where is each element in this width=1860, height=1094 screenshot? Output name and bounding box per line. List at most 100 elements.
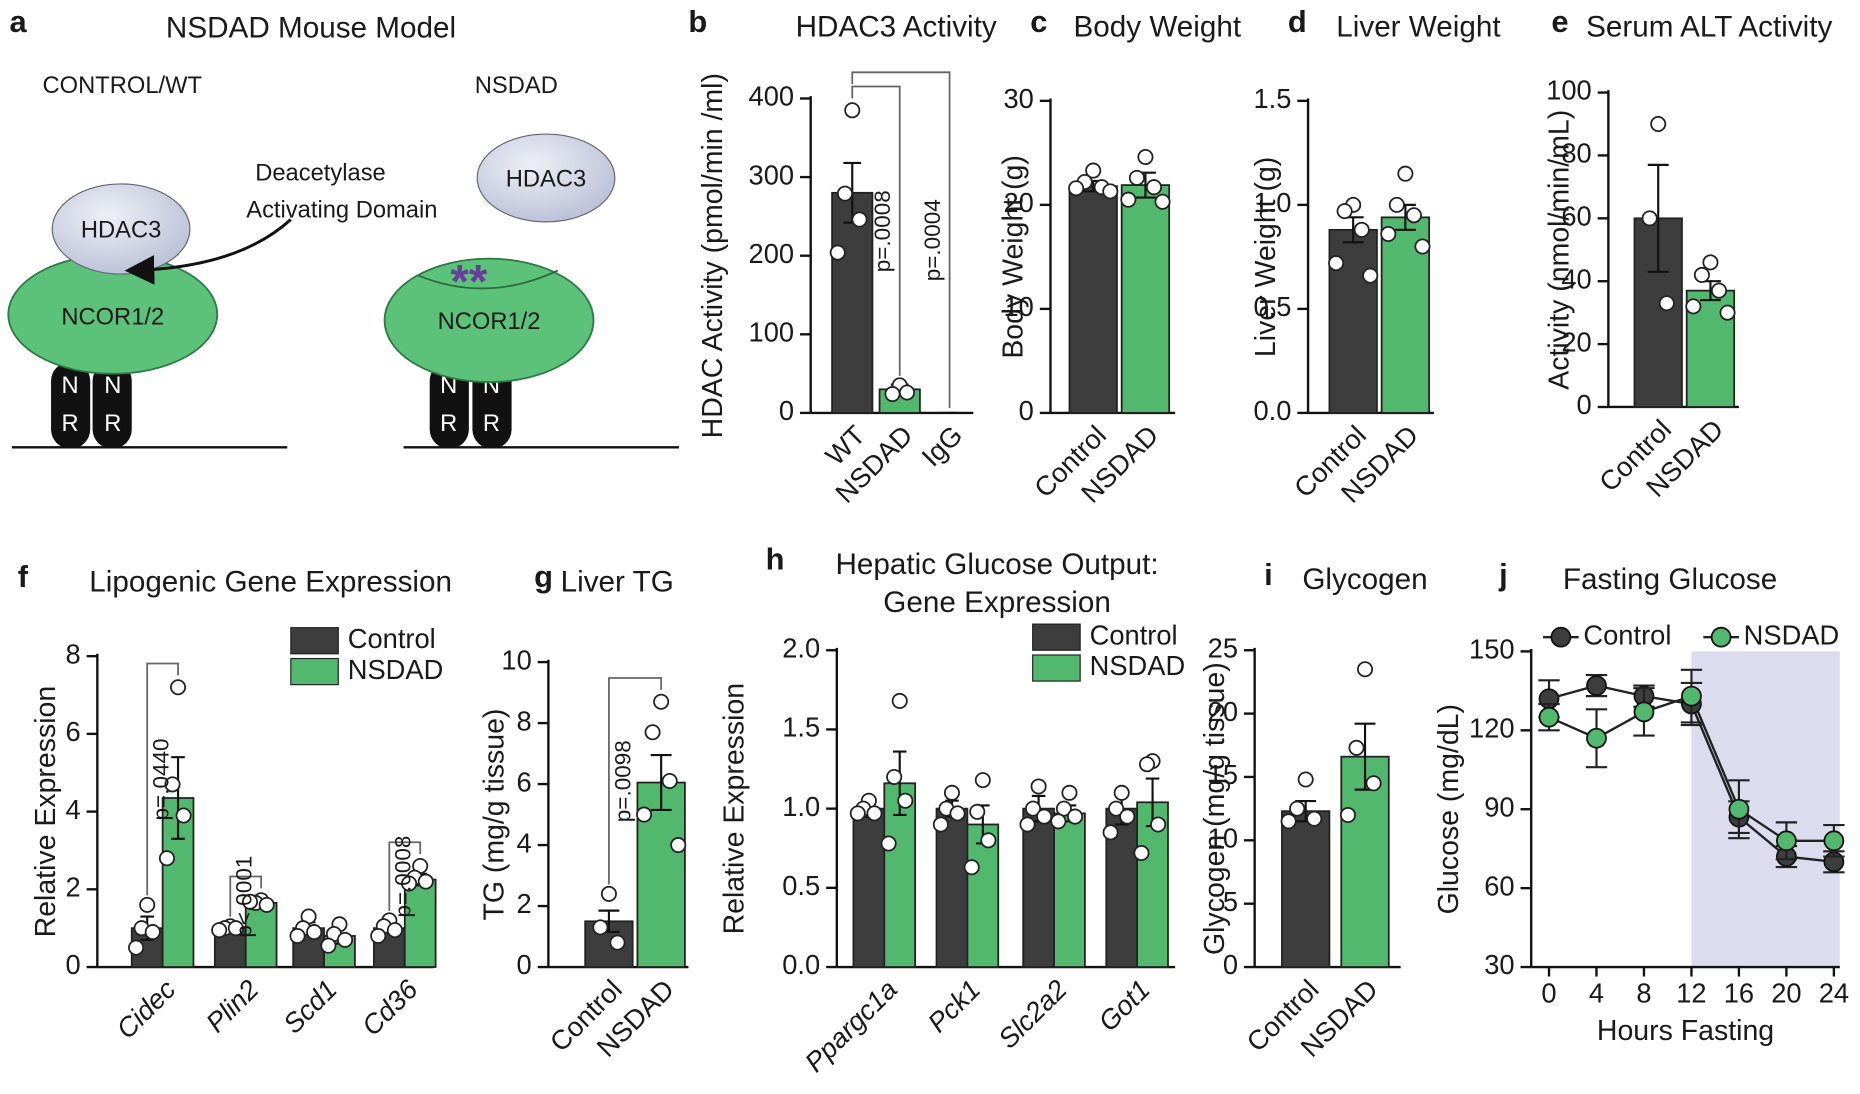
x-tick-label: 20: [1771, 978, 1801, 1009]
x-axis-label: Hours Fasting: [1597, 1015, 1774, 1047]
panel-letter: g: [534, 559, 553, 594]
diagram: a NSDAD Mouse Model CONTROL/WT NSDAD N R…: [7, 4, 679, 449]
data-point: [306, 924, 323, 941]
data-point: [417, 873, 434, 890]
receptor-letter: R: [104, 411, 121, 437]
y-axis-label: Body Weight (g): [997, 155, 1029, 359]
y-tick-label: 1.5: [1253, 83, 1291, 114]
data-point: [1150, 816, 1167, 833]
data-point: [258, 896, 275, 913]
y-tick-label: 15: [1208, 759, 1238, 790]
data-point: [1085, 162, 1102, 179]
legend-swatch: [1032, 623, 1081, 651]
marker: [1728, 798, 1750, 820]
data-point: [128, 939, 145, 956]
bar: [1022, 807, 1055, 968]
data-point: [337, 931, 354, 948]
data-point: [1145, 179, 1162, 196]
data-point: [1693, 266, 1710, 283]
data-point: [1068, 180, 1085, 197]
receptor: [92, 361, 132, 449]
data-point: [851, 211, 868, 228]
x-tick-label: Plin2: [200, 973, 265, 1038]
p-value: p=.0440: [149, 738, 174, 820]
y-tick-label: 30: [1484, 949, 1514, 980]
x-tick-label: 12: [1676, 978, 1706, 1009]
ncor-label: NCOR1/2: [438, 309, 541, 335]
legend-label: NSDAD: [1090, 650, 1186, 681]
bar: [852, 807, 886, 968]
ncor: [383, 257, 595, 383]
y-tick-label: 20: [1561, 326, 1591, 357]
data-point: [144, 924, 161, 941]
bar: [1068, 185, 1118, 414]
panel-letter: i: [1264, 557, 1273, 592]
y-tick-label: 0: [1223, 949, 1238, 980]
data-point: [1061, 784, 1078, 801]
x-tick-label: 4: [1589, 978, 1604, 1009]
data-point: [164, 776, 181, 793]
comparison-bracket: [146, 662, 179, 896]
data-point: [1365, 775, 1382, 792]
data-point: [653, 693, 670, 710]
y-tick-label: 6: [66, 716, 81, 747]
data-point: [1113, 784, 1130, 801]
data-point: [1280, 813, 1297, 830]
data-point: [227, 920, 244, 937]
p-value: p<.0001: [232, 856, 257, 938]
y-tick-label: 6: [517, 766, 532, 797]
data-point: [600, 885, 617, 902]
y-tick-label: 0: [1019, 395, 1034, 426]
y-tick-label: 8: [517, 705, 532, 736]
y-tick-label: 5: [1223, 886, 1238, 917]
data-point: [1336, 203, 1353, 220]
y-tick-label: 0.5: [1253, 291, 1291, 322]
data-point: [1067, 808, 1084, 825]
data-point: [1297, 771, 1314, 788]
y-tick-label: 30: [1003, 83, 1033, 114]
error-bar: [650, 754, 672, 812]
chart-title: Fasting Glucose: [1563, 563, 1777, 596]
data-point: [1719, 304, 1736, 321]
hdac3-label: HDAC3: [81, 218, 161, 244]
receptor-letter: R: [61, 411, 78, 437]
data-point: [1328, 255, 1345, 272]
bar: [831, 191, 874, 414]
data-point: [829, 244, 846, 261]
data-point: [211, 922, 228, 939]
y-tick-label: 90: [1484, 791, 1514, 822]
bar: [244, 902, 278, 968]
comparison-bracket: [229, 875, 263, 917]
legend-swatch: [290, 627, 339, 655]
bar: [403, 878, 437, 968]
y-tick-label: 0.5: [782, 870, 820, 901]
y-tick-label: 100: [749, 317, 795, 348]
y-tick-label: 4: [517, 827, 532, 858]
bar: [966, 823, 1000, 968]
marker: [1681, 685, 1702, 707]
marker: [1633, 701, 1655, 723]
data-point: [661, 773, 678, 790]
y-tick-label: 1.0: [1253, 187, 1291, 218]
data-point: [1388, 196, 1405, 213]
data-point: [242, 893, 259, 910]
data-point: [980, 832, 997, 849]
y-tick-label: 0: [779, 395, 794, 426]
bar: [1120, 184, 1171, 414]
x-tick-label: 8: [1636, 978, 1651, 1009]
data-point: [1102, 183, 1119, 200]
data-point: [1108, 800, 1125, 817]
legend-marker: [1550, 626, 1572, 648]
marker: [1776, 830, 1797, 852]
data-point: [1289, 800, 1306, 817]
data-point: [644, 724, 661, 741]
y-tick-label: 2.0: [782, 632, 820, 663]
legend-label: Control: [1583, 619, 1671, 650]
y-axis-label: Relative Expression: [718, 683, 750, 935]
data-point: [1362, 267, 1379, 284]
y-tick-label: 0.0: [1253, 395, 1291, 426]
receptor-letter: N: [61, 373, 78, 399]
y-tick-label: 150: [1469, 634, 1515, 665]
legend-label: NSDAD: [348, 654, 444, 685]
